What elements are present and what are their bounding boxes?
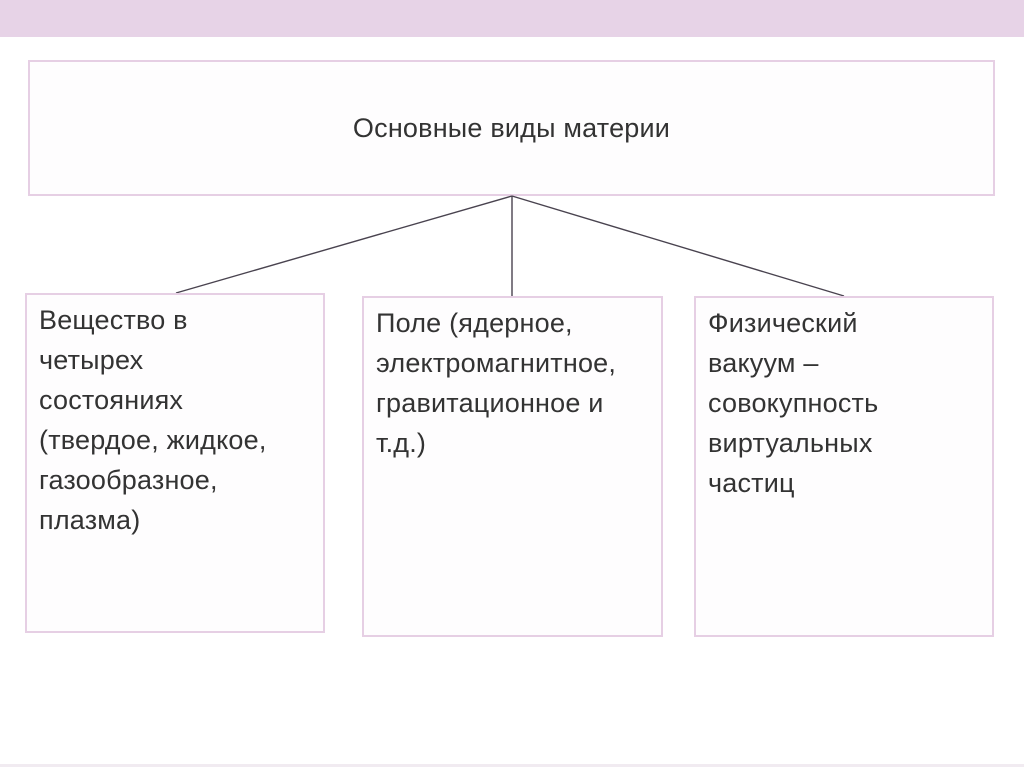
- node-box-vacuum: Физический вакуум – совокупность виртуал…: [694, 296, 994, 637]
- node-text-substance: Вещество в четырех состояниях (твердое, …: [39, 305, 267, 535]
- bottom-accent-bar: [0, 764, 1024, 767]
- top-accent-bar: [0, 0, 1024, 37]
- node-box-substance: Вещество в четырех состояниях (твердое, …: [25, 293, 325, 633]
- node-box-field: Поле (ядерное, электромагнитное, гравита…: [362, 296, 663, 637]
- node-text-vacuum: Физический вакуум – совокупность виртуал…: [708, 308, 879, 498]
- root-node-box: Основные виды материи: [28, 60, 995, 196]
- diagram-title: Основные виды материи: [352, 112, 671, 143]
- node-text-field: Поле (ядерное, электромагнитное, гравита…: [376, 308, 617, 458]
